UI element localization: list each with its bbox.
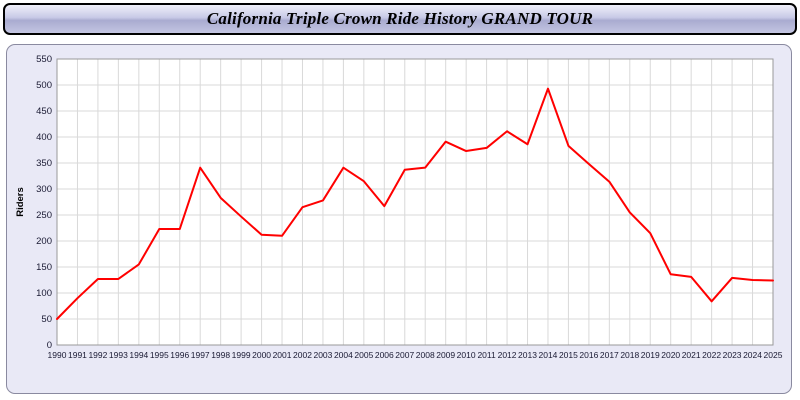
x-tick-label: 1990	[48, 350, 67, 360]
x-tick-label: 2011	[477, 350, 496, 360]
x-tick-label: 2008	[416, 350, 435, 360]
y-tick-label: 350	[36, 158, 52, 169]
chart-panel: 0 50 100 150 200 250 300 350 400 450 500 550 1990 199…	[6, 44, 792, 394]
x-tick-label: 1991	[68, 350, 87, 360]
y-tick-label: 400	[36, 132, 52, 143]
x-tick-label: 2002	[293, 350, 312, 360]
x-tick-label: 1994	[129, 350, 148, 360]
y-tick-label: 0	[47, 340, 52, 351]
x-tick-label: 2003	[313, 350, 332, 360]
riders-series-line	[56, 87, 774, 320]
x-tick-label: 2020	[661, 350, 680, 360]
x-tick-label: 1999	[232, 350, 251, 360]
x-tick-label: 2006	[375, 350, 394, 360]
x-tick-label: 1996	[170, 350, 189, 360]
chart-title-bar: California Triple Crown Ride History GRA…	[3, 3, 797, 35]
y-tick-label: 450	[36, 106, 52, 117]
x-tick-label: 1993	[109, 350, 128, 360]
x-tick-label: 2012	[498, 350, 517, 360]
x-tick-label: 2001	[273, 350, 292, 360]
x-tick-label: 2014	[539, 350, 558, 360]
y-tick-label: 500	[36, 80, 52, 91]
x-tick-label: 2010	[457, 350, 476, 360]
x-tick-label: 2005	[354, 350, 373, 360]
x-tick-label: 2000	[252, 350, 271, 360]
y-tick-label: 550	[36, 54, 52, 65]
x-tick-label: 2016	[579, 350, 598, 360]
y-tick-label: 150	[36, 262, 52, 273]
y-axis-label: Riders	[15, 187, 26, 217]
x-tick-label: 1997	[191, 350, 210, 360]
y-tick-label: 300	[36, 184, 52, 195]
x-tick-label: 2018	[620, 350, 639, 360]
y-tick-label: 50	[41, 314, 52, 325]
y-tick-label: 200	[36, 236, 52, 247]
x-tick-label: 2021	[682, 350, 701, 360]
x-tick-label: 2017	[600, 350, 619, 360]
x-tick-label: 2022	[702, 350, 721, 360]
x-tick-label: 1992	[88, 350, 107, 360]
x-tick-label: 2025	[764, 350, 783, 360]
x-tick-label: 2007	[395, 350, 414, 360]
plot-border	[56, 58, 774, 346]
chart-title: California Triple Crown Ride History GRA…	[206, 9, 594, 28]
y-tick-label: 100	[36, 288, 52, 299]
y-tick-label: 250	[36, 210, 52, 221]
plot-area	[57, 59, 773, 345]
x-tick-label: 2004	[334, 350, 353, 360]
x-tick-label: 1998	[211, 350, 230, 360]
x-tick-label: 2024	[743, 350, 762, 360]
x-tick-label: 2015	[559, 350, 578, 360]
x-tick-label: 2023	[723, 350, 742, 360]
x-tick-label: 1995	[150, 350, 169, 360]
x-tick-label: 2019	[641, 350, 660, 360]
x-tick-label: 2009	[436, 350, 455, 360]
x-tick-label: 2013	[518, 350, 537, 360]
